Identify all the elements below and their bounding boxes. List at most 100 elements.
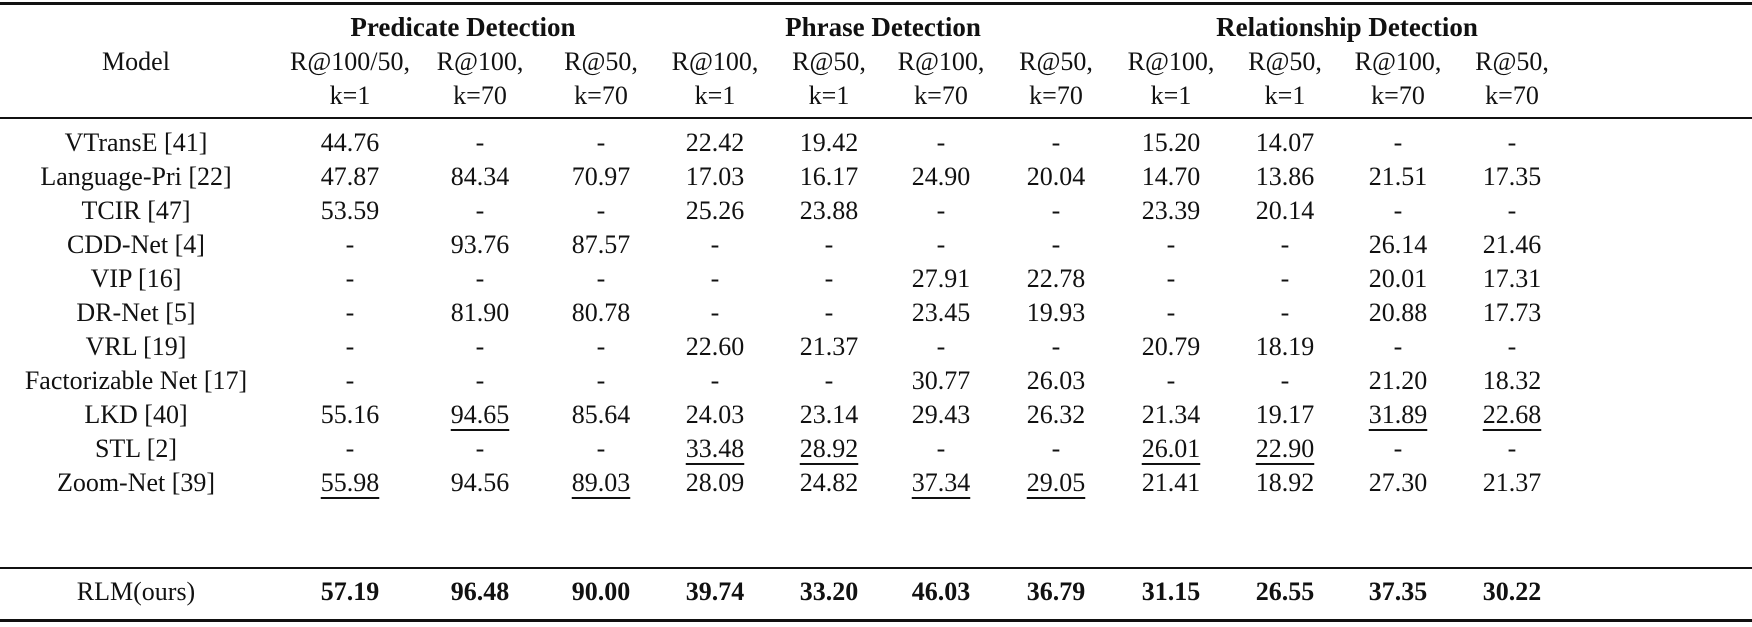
metric-cell: 55.98 — [320, 468, 380, 497]
metric-cell: 21.37 — [1482, 468, 1542, 497]
column-header-line1: R@100, — [671, 47, 759, 76]
model-column-header: Model — [102, 47, 170, 76]
metric-cell: - — [1507, 332, 1517, 361]
ours-metric-cell: 46.03 — [911, 577, 971, 606]
metric-cell: - — [596, 434, 606, 463]
metric-cell: - — [824, 298, 834, 327]
metric-cell: - — [824, 366, 834, 395]
metric-cell: 22.90 — [1255, 434, 1315, 463]
column-header-line2: k=70 — [1371, 81, 1425, 110]
metric-cell: 29.43 — [911, 400, 971, 429]
metric-cell: 17.35 — [1482, 162, 1542, 191]
metric-cell: 22.68 — [1482, 400, 1542, 429]
model-name-cell: DR-Net [5] — [76, 298, 196, 327]
metric-cell: 47.87 — [320, 162, 380, 191]
metric-cell: 80.78 — [571, 298, 631, 327]
column-header-line2: k=70 — [914, 81, 968, 110]
metric-cell: 21.37 — [799, 332, 859, 361]
metric-cell: - — [345, 332, 355, 361]
metric-cell: - — [475, 264, 485, 293]
model-name-cell: VRL [19] — [85, 332, 187, 361]
metric-cell: 31.89 — [1368, 400, 1428, 429]
metric-cell: - — [1393, 434, 1403, 463]
metric-cell: - — [475, 128, 485, 157]
metric-cell: 20.01 — [1368, 264, 1428, 293]
metric-cell: 19.42 — [799, 128, 859, 157]
metric-cell: 26.32 — [1026, 400, 1086, 429]
metric-cell: - — [1166, 264, 1176, 293]
metric-cell: 15.20 — [1141, 128, 1201, 157]
column-header-line2: k=70 — [1485, 81, 1539, 110]
metric-cell: 33.48 — [685, 434, 745, 463]
metric-cell: 26.01 — [1141, 434, 1201, 463]
metric-cell: 23.14 — [799, 400, 859, 429]
metric-cell: 21.34 — [1141, 400, 1201, 429]
metric-cell: 55.16 — [320, 400, 380, 429]
metric-cell: 26.03 — [1026, 366, 1086, 395]
ours-metric-cell: 37.35 — [1368, 577, 1428, 606]
column-header-line1: R@100, — [897, 47, 985, 76]
metric-cell: 28.09 — [685, 468, 745, 497]
ours-metric-cell: 33.20 — [799, 577, 859, 606]
metric-cell: 23.45 — [911, 298, 971, 327]
ours-metric-cell: 90.00 — [571, 577, 631, 606]
column-header-line2: k=1 — [694, 81, 736, 110]
metric-cell: 22.60 — [685, 332, 745, 361]
column-header-line2: k=70 — [453, 81, 507, 110]
metric-cell: 17.73 — [1482, 298, 1542, 327]
metric-cell: 14.07 — [1255, 128, 1315, 157]
metric-cell: - — [475, 434, 485, 463]
model-name-cell: Language-Pri [22] — [40, 162, 232, 191]
column-header-line1: R@50, — [1019, 47, 1093, 76]
metric-cell: - — [475, 366, 485, 395]
metric-cell: - — [1507, 196, 1517, 225]
metric-cell: - — [1166, 366, 1176, 395]
metric-cell: - — [1051, 332, 1061, 361]
column-header-line2: k=1 — [1264, 81, 1306, 110]
metric-cell: 20.14 — [1255, 196, 1315, 225]
column-header-line1: R@100, — [436, 47, 524, 76]
bottom-rule — [0, 619, 1752, 622]
column-header-line2: k=70 — [574, 81, 628, 110]
metric-cell: - — [1051, 434, 1061, 463]
metric-cell: 81.90 — [450, 298, 510, 327]
metric-cell: 53.59 — [320, 196, 380, 225]
metric-cell: 21.46 — [1482, 230, 1542, 259]
metric-cell: 85.64 — [571, 400, 631, 429]
metric-cell: - — [1280, 264, 1290, 293]
metric-cell: - — [1051, 196, 1061, 225]
metric-cell: - — [345, 366, 355, 395]
model-name-cell: TCIR [47] — [81, 196, 191, 225]
metric-cell: 23.88 — [799, 196, 859, 225]
metric-cell: 94.65 — [450, 400, 510, 429]
metric-cell: 18.19 — [1255, 332, 1315, 361]
ours-metric-cell: 30.22 — [1482, 577, 1542, 606]
metric-cell: - — [345, 264, 355, 293]
metric-cell: - — [1280, 230, 1290, 259]
metric-cell: 18.32 — [1482, 366, 1542, 395]
metric-cell: 24.03 — [685, 400, 745, 429]
model-name-cell: Zoom-Net [39] — [56, 468, 216, 497]
model-name-cell: VTransE [41] — [64, 128, 208, 157]
model-name-cell: VIP [16] — [90, 264, 182, 293]
metric-cell: - — [475, 196, 485, 225]
column-header-line1: R@100, — [1354, 47, 1442, 76]
metric-cell: 89.03 — [571, 468, 631, 497]
ours-metric-cell: 96.48 — [450, 577, 510, 606]
column-header-line1: R@100, — [1127, 47, 1215, 76]
metric-cell: 20.04 — [1026, 162, 1086, 191]
group-header-relationship: Relationship Detection — [1216, 12, 1478, 42]
metric-cell: - — [345, 434, 355, 463]
metric-cell: - — [824, 230, 834, 259]
ours-metric-cell: 31.15 — [1141, 577, 1201, 606]
metric-cell: - — [596, 366, 606, 395]
metric-cell: 18.92 — [1255, 468, 1315, 497]
metric-cell: - — [475, 332, 485, 361]
column-header-line2: k=70 — [1029, 81, 1083, 110]
column-header-line1: R@50, — [1475, 47, 1549, 76]
metric-cell: - — [710, 230, 720, 259]
ours-metric-cell: 39.74 — [685, 577, 745, 606]
metric-cell: 17.31 — [1482, 264, 1542, 293]
metric-cell: 87.57 — [571, 230, 631, 259]
metric-cell: - — [1051, 128, 1061, 157]
